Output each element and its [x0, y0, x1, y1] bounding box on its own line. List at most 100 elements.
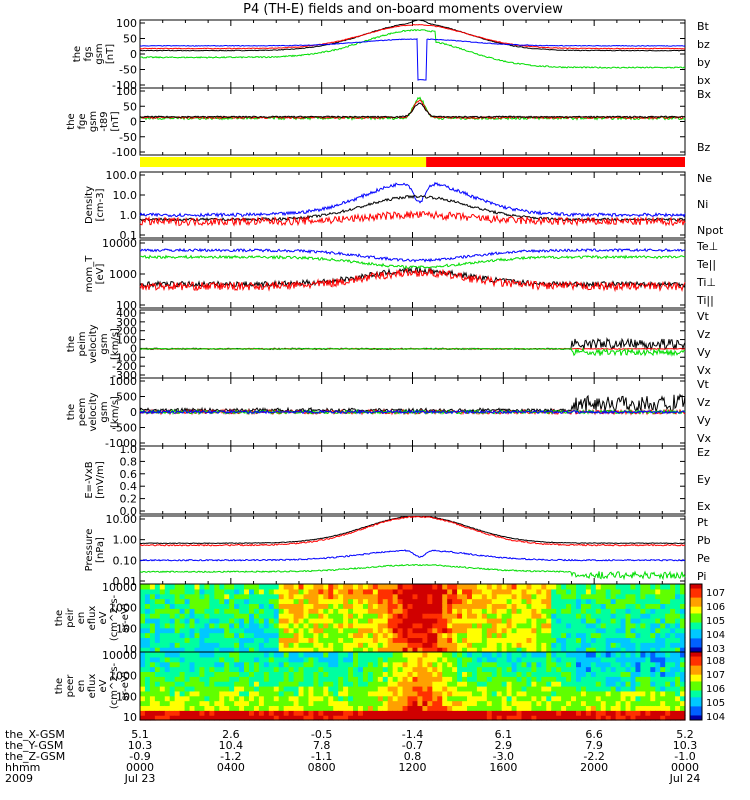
peer-eflux-cell	[595, 661, 602, 668]
pressure-Pt-line	[139, 515, 686, 545]
peer-eflux-cell	[313, 666, 319, 673]
peer-eflux-cell	[293, 690, 300, 697]
peir-eflux-cell	[144, 647, 151, 653]
peir-eflux-cell	[675, 627, 681, 634]
peer-eflux-cell	[556, 661, 562, 668]
peer-eflux-colorbar-cell	[690, 663, 702, 667]
peer-eflux-cell	[576, 690, 582, 697]
peer-eflux-cell	[184, 695, 191, 702]
peir-eflux-cell	[224, 584, 230, 590]
peir-eflux-cell	[615, 618, 622, 624]
peer-eflux-cell	[392, 686, 399, 692]
peir-eflux-cell	[288, 588, 295, 595]
peer-eflux-cell	[348, 710, 354, 716]
peer-eflux-cell	[199, 676, 206, 682]
peer-eflux-cell	[665, 661, 671, 668]
peir-eflux-cell	[362, 588, 369, 595]
peer-eflux-cell	[501, 656, 508, 663]
peir-eflux-cell	[645, 588, 651, 595]
peir-eflux-cell	[655, 627, 661, 634]
peir-eflux-cell	[268, 637, 275, 643]
peir-eflux-cell	[462, 642, 468, 648]
peir-eflux-cell	[209, 603, 215, 609]
peer-eflux-cell	[397, 690, 404, 697]
peir-eflux-cell	[422, 642, 428, 648]
peer-eflux-cell	[268, 676, 275, 682]
peer-eflux-cell	[234, 715, 240, 721]
peir-eflux-cell	[407, 598, 414, 605]
peer-eflux-cell	[407, 700, 414, 707]
peer-eflux-cell	[561, 656, 567, 663]
peer-eflux-cell	[610, 686, 617, 692]
peer-eflux-cell	[491, 676, 498, 682]
peir-eflux-cell	[209, 613, 215, 619]
peer-eflux-cell	[154, 661, 161, 668]
fgs-legend-2: by	[697, 56, 711, 69]
peer-eflux-cell	[471, 652, 478, 658]
peer-eflux-cell	[278, 686, 285, 692]
peir-eflux-cell	[194, 637, 201, 643]
peir-eflux-cell	[625, 632, 632, 639]
peir-eflux-cell	[179, 593, 186, 600]
peir-eflux-cell	[427, 642, 433, 648]
peir-eflux-cell	[273, 618, 280, 624]
peir-eflux-cell	[670, 647, 676, 653]
peir-eflux-cell	[457, 593, 463, 600]
peer-eflux-cell	[566, 710, 572, 716]
peir-eflux-cell	[313, 642, 319, 648]
peer-eflux-colorbar-cell	[690, 717, 702, 721]
peer-eflux-cell	[407, 676, 414, 682]
peir-eflux-cell	[328, 618, 334, 624]
peer-eflux-cell	[580, 695, 587, 702]
density-ytick-label: 100.0	[106, 169, 138, 182]
peer-eflux-cell	[417, 710, 424, 716]
peir-eflux-cell	[184, 647, 191, 653]
peer-eflux-cell	[348, 700, 354, 707]
peer-eflux-cell	[333, 695, 339, 702]
peer-eflux-cell	[234, 686, 240, 692]
peir-eflux-cell	[660, 608, 666, 614]
peer-eflux-cell	[333, 700, 339, 707]
peir-eflux-cell	[551, 613, 557, 619]
peer-eflux-cell	[491, 705, 498, 711]
peir-eflux-cell	[293, 642, 300, 648]
peer-eflux-cell	[576, 676, 582, 682]
peer-eflux-cell	[457, 705, 463, 711]
peir-eflux-cell	[556, 608, 562, 614]
peer-eflux-colorbar-label: 107	[706, 670, 725, 681]
peer-eflux-cell	[382, 652, 389, 658]
peir-eflux-ylabel: eV	[98, 611, 109, 624]
peer-eflux-cell	[159, 710, 166, 716]
peir-eflux-cell	[298, 584, 305, 590]
peir-eflux-cell	[397, 598, 404, 605]
peer-eflux-cell	[174, 705, 181, 711]
peir-eflux-cell	[358, 627, 364, 634]
xaxis-value: 5.2	[676, 728, 694, 741]
peir-eflux-cell	[377, 593, 384, 600]
peir-eflux-cell	[348, 608, 354, 614]
peir-eflux-cell	[268, 598, 275, 605]
peir-eflux-cell	[521, 584, 528, 590]
peir-eflux-colorbar-cell	[690, 633, 702, 637]
peer-eflux-cell	[655, 676, 661, 682]
peir-eflux-cell	[655, 593, 661, 600]
peer-eflux-cell	[239, 686, 245, 692]
peer-eflux-cell	[229, 705, 235, 711]
peir-eflux-cell	[283, 627, 290, 634]
peir-eflux-cell	[333, 608, 339, 614]
peir-eflux-cell	[595, 637, 602, 643]
peer-eflux-cell	[546, 700, 552, 707]
peer-eflux-cell	[308, 705, 315, 711]
peer-eflux-colorbar-cell	[690, 704, 702, 707]
peer-eflux-cell	[308, 710, 315, 716]
peer-eflux-cell	[442, 676, 448, 682]
peir-eflux-cell	[402, 593, 409, 600]
peir-eflux-cell	[209, 593, 215, 600]
peer-eflux-cell	[318, 705, 324, 711]
peer-eflux-cell	[447, 705, 453, 711]
peir-eflux-cell	[189, 608, 196, 614]
peer-eflux-cell	[541, 695, 547, 702]
peir-eflux-cell	[179, 603, 186, 609]
peer-eflux-cell	[536, 652, 542, 658]
peer-eflux-cell	[204, 666, 210, 673]
